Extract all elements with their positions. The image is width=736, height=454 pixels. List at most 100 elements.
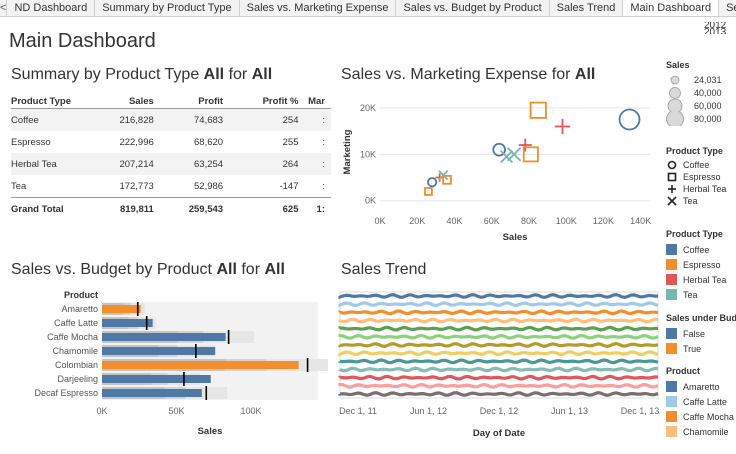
scatter-point[interactable] <box>529 101 547 119</box>
legend-item[interactable]: Coffee <box>666 242 726 257</box>
bullet-bar[interactable] <box>102 305 141 313</box>
legend-item[interactable]: Amaretto <box>666 379 734 394</box>
legend-item[interactable]: Chamomile <box>666 424 734 439</box>
col-header[interactable]: Product Type <box>11 94 99 109</box>
trend-chart[interactable]: Dec 1, 11 Jun 1, 12 Dec 1, 12 Jun 1, 13 Dec … <box>336 286 662 442</box>
sheet-tab[interactable]: ND Dashboard <box>7 0 96 16</box>
bullet-bar[interactable] <box>102 347 216 355</box>
scatter-point[interactable] <box>618 108 641 131</box>
legend-product-type-shape: Product Type Coffee Espresso Herbal Tea Tea <box>666 146 726 207</box>
bullet-category-label[interactable]: Decaf Espresso <box>34 388 98 398</box>
legend-item[interactable]: Herbal Tea <box>666 272 726 287</box>
table-cell: 63,254 <box>159 153 230 175</box>
scatter-point[interactable] <box>424 187 433 196</box>
trend-series-line[interactable] <box>338 333 659 340</box>
bullet-category-label[interactable]: Caffe Latte <box>54 318 98 328</box>
legend-item[interactable]: True <box>666 341 736 356</box>
legend-label: Amaretto <box>683 381 720 392</box>
table-cell: : <box>322 180 325 192</box>
legend-item[interactable]: Espresso <box>666 171 726 183</box>
scatter-point[interactable] <box>500 150 514 164</box>
table-cell: 68,620 <box>194 136 224 148</box>
legend-label: 40,000 <box>694 87 722 98</box>
bullet-bar[interactable] <box>102 389 202 397</box>
sheet-tab[interactable]: Sales vs. Marketing Expense <box>240 0 397 16</box>
bullet-category-label[interactable]: Darjeeling <box>57 374 98 384</box>
legend-item[interactable]: 24,031 <box>666 73 722 86</box>
scroll-left-icon[interactable]: < <box>0 2 7 14</box>
col-header[interactable]: Mar <box>304 94 331 109</box>
bullet-x-label: Sales <box>198 426 223 437</box>
trend-series-line[interactable] <box>338 390 659 397</box>
color-swatch-icon <box>666 274 677 285</box>
year-filter[interactable]: 2012 2013 <box>704 22 736 34</box>
table-cell: 254 <box>229 108 305 131</box>
scatter-point[interactable] <box>492 142 506 157</box>
bullet-category-label[interactable]: Chamomile <box>52 346 98 356</box>
legend-item[interactable]: Caffe Latte <box>666 394 734 409</box>
col-header[interactable]: Profit <box>159 94 230 109</box>
legend-item[interactable]: Coffee <box>666 159 726 171</box>
table-cell: 259,543 <box>159 197 230 220</box>
scatter-point[interactable] <box>554 118 571 135</box>
trend-series-line[interactable] <box>338 374 659 381</box>
table-total-row: Grand Total 819,811 259,543 625 1: <box>11 197 331 220</box>
scatter-point[interactable] <box>522 146 539 163</box>
legend-label: Coffee <box>683 160 710 170</box>
bullet-category-label[interactable]: Caffe Mocha <box>47 332 98 342</box>
legend-item[interactable]: Tea <box>666 195 726 207</box>
table-row: Coffee 216,828 74,683 254: <box>11 108 331 131</box>
legend-item[interactable]: Tea <box>666 287 726 302</box>
col-header[interactable]: Profit % <box>229 94 305 109</box>
trend-series-line[interactable] <box>338 350 659 357</box>
trend-series-line[interactable] <box>338 292 659 300</box>
legend-item[interactable]: Espresso <box>666 257 726 272</box>
tab-list: ND Dashboard Summary by Product Type Sales… <box>7 0 736 16</box>
trend-series-line[interactable] <box>338 301 659 308</box>
scatter-x-tick: 120K <box>593 216 614 226</box>
sheet-tab[interactable]: Sales Trend <box>550 0 624 16</box>
color-swatch-icon <box>666 259 677 270</box>
trend-series-line[interactable] <box>338 341 659 349</box>
bullet-category-label[interactable]: Colombian <box>55 360 98 370</box>
legend-sales: Sales 24,031 40,000 60,000 80,000 <box>666 60 722 126</box>
circle-shape-icon <box>667 160 677 170</box>
sheet-tab[interactable]: Main Dashboard <box>623 0 720 16</box>
trend-series-line[interactable] <box>338 382 659 389</box>
legend-item[interactable]: 40,000 <box>666 86 722 99</box>
sheet-tab[interactable]: Selec <box>719 0 736 16</box>
legend-item[interactable]: False <box>666 326 736 341</box>
color-swatch-icon <box>666 396 677 407</box>
legend-item[interactable]: Herbal Tea <box>666 183 726 195</box>
bullet-chart[interactable]: Product Amaretto Caffe Latte Caffe Mocha Cha… <box>8 286 328 442</box>
scatter-point[interactable] <box>442 175 452 185</box>
trend-series-line[interactable] <box>338 358 659 365</box>
legend-item[interactable]: 80,000 <box>666 111 722 126</box>
bullet-bar[interactable] <box>102 333 226 341</box>
scatter-point[interactable] <box>518 138 532 152</box>
bullet-bar[interactable] <box>102 319 153 327</box>
legend-label: Tea <box>683 196 698 206</box>
legend-label: Herbal Tea <box>683 184 727 194</box>
trend-title: Sales Trend <box>341 261 427 278</box>
trend-series-line[interactable] <box>338 317 659 324</box>
legend-item[interactable]: Caffe Mocha <box>666 409 734 424</box>
bullet-category-label[interactable]: Amaretto <box>61 304 98 314</box>
legend-label: Coffee <box>683 244 710 255</box>
sheet-tab[interactable]: Sales vs. Budget by Product <box>396 0 550 16</box>
sheet-tab[interactable]: Summary by Product Type <box>95 0 240 16</box>
trend-series-line[interactable] <box>338 366 659 373</box>
bullet-bar[interactable] <box>102 375 211 383</box>
scatter-point[interactable] <box>506 147 522 162</box>
bullet-bar[interactable] <box>102 361 299 369</box>
table-cell: Herbal Tea <box>11 153 99 175</box>
legend-item[interactable]: 60,000 <box>666 98 722 113</box>
scatter-chart[interactable]: 0K 10K 20K 0K 20K 40K 60K 80K 100K 120K 140K Market… <box>338 88 660 248</box>
scatter-point[interactable] <box>427 177 438 188</box>
trend-series-line[interactable] <box>338 309 659 316</box>
legend-label: Chamomile <box>683 426 729 437</box>
size-circle-icon <box>669 86 681 99</box>
col-header[interactable]: Sales <box>98 94 160 109</box>
legend-title: Sales <box>666 60 690 70</box>
trend-series-line[interactable] <box>338 325 659 332</box>
